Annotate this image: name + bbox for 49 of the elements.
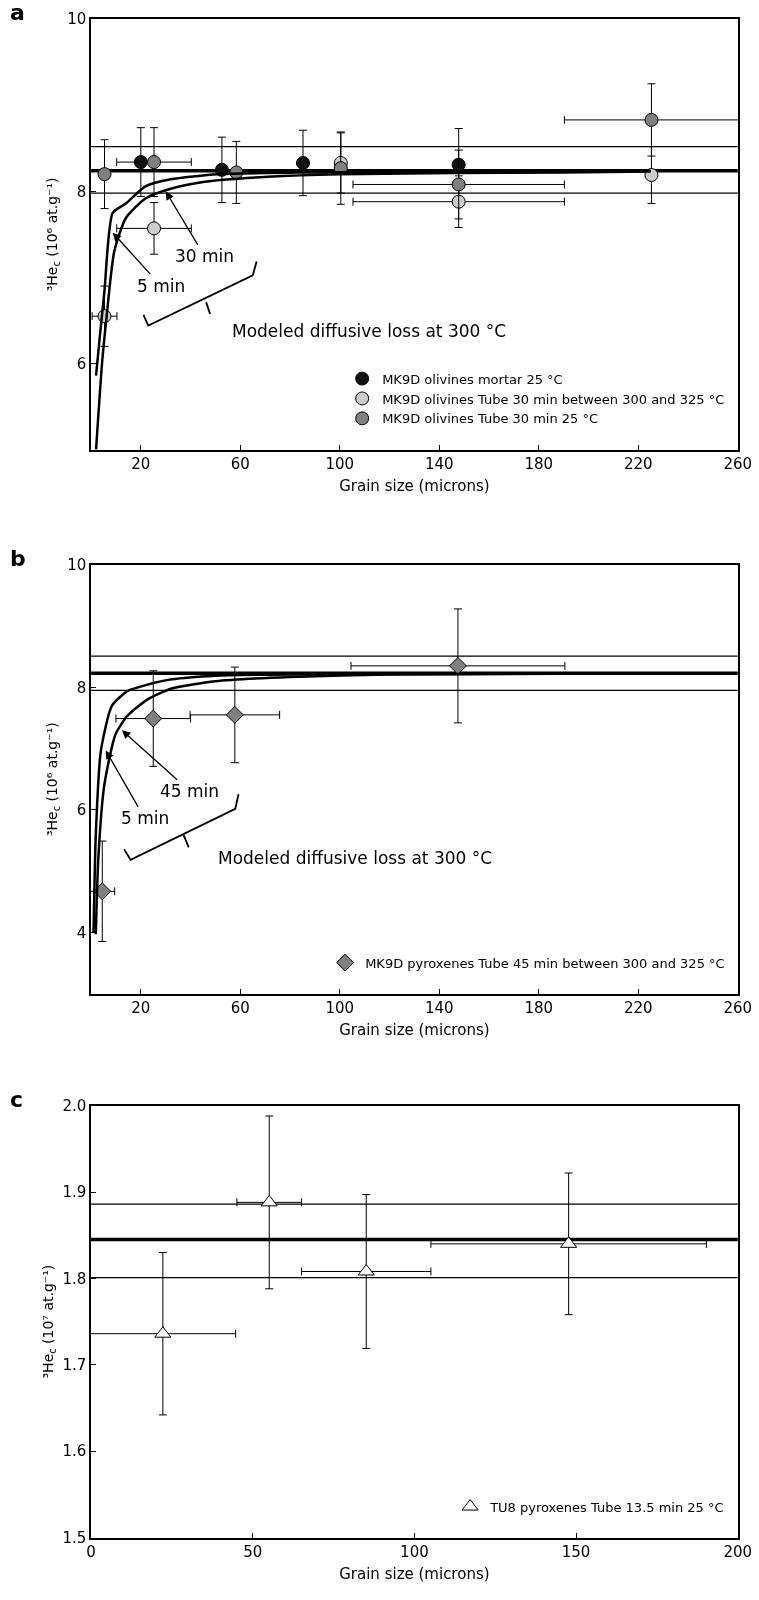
x-tick-label: 20 [131, 999, 151, 1018]
x-tick-label: 260 [723, 999, 753, 1018]
annotation: 5 min [137, 276, 186, 296]
x-tick-label: 140 [424, 455, 454, 474]
y-tick-label: 10 [67, 10, 87, 29]
x-tick-label: 100 [325, 999, 355, 1018]
x-tick-label: 220 [623, 455, 653, 474]
x-tick-label: 220 [623, 999, 653, 1018]
y-tick-label: 6 [76, 354, 87, 373]
x-tick-label: 150 [561, 1543, 591, 1562]
legend-label: MK9D olivines Tube 30 min between 300 and 325 °C [382, 391, 725, 407]
legend-label: MK9D olivines Tube 30 min 25 °C [382, 411, 599, 427]
x-tick-label: 0 [86, 1543, 96, 1562]
annotation: Modeled diffusive loss at 300 °C [232, 321, 507, 341]
y-tick-label: 8 [76, 678, 87, 697]
annotation: 45 min [160, 781, 220, 801]
x-axis-title: Grain size (microns) [339, 1020, 490, 1039]
y-tick-label: 1.7 [62, 1356, 87, 1375]
y-tick-label: 1.5 [62, 1528, 87, 1547]
y-tick-label: 6 [76, 801, 87, 820]
annotation: Modeled diffusive loss at 300 °C [218, 848, 493, 868]
x-axis-title: Grain size (microns) [339, 476, 490, 495]
legend-label: MK9D pyroxenes Tube 45 min between 300 and 325 °C [365, 955, 725, 971]
chart-title: c [10, 1087, 24, 1112]
x-tick-label: 100 [325, 455, 355, 474]
y-tick-label: 1.8 [62, 1269, 87, 1288]
legend-label: MK9D olivines mortar 25 °C [382, 371, 563, 387]
x-tick-label: 140 [424, 999, 454, 1018]
y-tick-label: 2.0 [62, 1096, 87, 1115]
x-axis-title: Grain size (microns) [339, 1564, 490, 1583]
x-tick-label: 200 [723, 1543, 753, 1562]
legend-label: TU8 pyroxenes Tube 13.5 min 25 °C [489, 1499, 724, 1515]
y-tick-label: 1.9 [62, 1183, 87, 1202]
x-tick-label: 20 [131, 455, 151, 474]
annotation: 5 min [121, 808, 170, 828]
chart-title: b [10, 546, 26, 571]
annotation: 30 min [175, 246, 235, 266]
y-tick-label: 4 [76, 923, 87, 942]
x-tick-label: 180 [524, 999, 554, 1018]
y-tick-label: 8 [76, 182, 87, 201]
x-tick-label: 50 [243, 1543, 263, 1562]
x-tick-label: 180 [524, 455, 554, 474]
x-tick-label: 260 [723, 455, 753, 474]
x-tick-label: 60 [230, 455, 250, 474]
x-tick-label: 60 [230, 999, 250, 1018]
chart-title: a [10, 0, 25, 25]
y-tick-label: 10 [67, 556, 87, 575]
x-tick-label: 100 [400, 1543, 429, 1562]
y-tick-label: 1.6 [62, 1442, 87, 1461]
